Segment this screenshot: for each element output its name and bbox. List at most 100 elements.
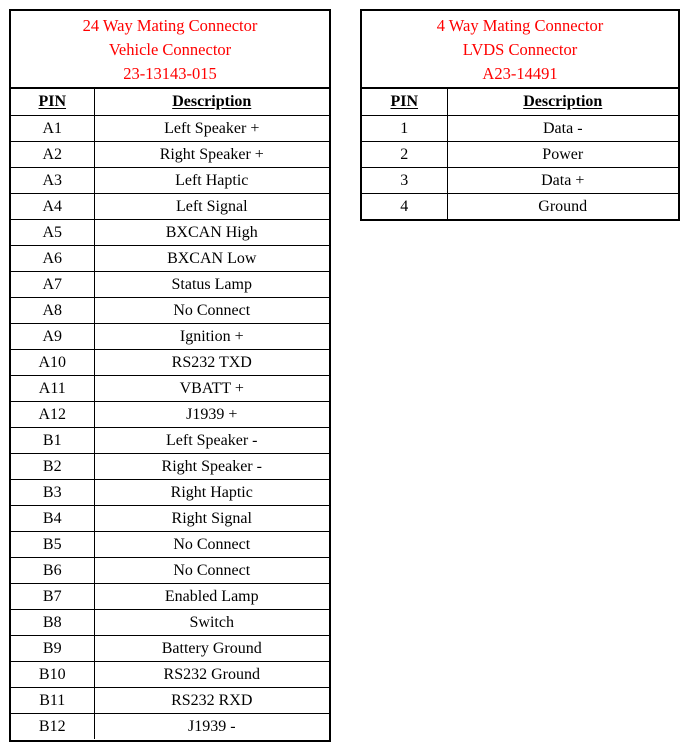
cell-description: Battery Ground	[93, 635, 329, 662]
cell-description: VBATT +	[93, 375, 329, 402]
table-row: B5 No Connect	[11, 531, 329, 558]
table-row: A3 Left Haptic	[11, 167, 329, 194]
table-row: B9 Battery Ground	[11, 635, 329, 662]
table-row: B3 Right Haptic	[11, 479, 329, 506]
table-title-line-1: 4 Way Mating Connector	[436, 16, 604, 35]
table-title-line-1: 24 Way Mating Connector	[82, 16, 258, 35]
cell-description: No Connect	[93, 557, 329, 584]
cell-pin: B1	[11, 427, 95, 454]
table-row: A5 BXCAN High	[11, 219, 329, 246]
cell-description: Right Speaker -	[93, 453, 329, 480]
table-title-line-3: 23-13143-015	[123, 64, 217, 83]
cell-description: Right Signal	[93, 505, 329, 532]
connector-table-lvds: 4 Way Mating Connector LVDS Connector A2…	[360, 9, 680, 221]
table-row: A9 Ignition +	[11, 323, 329, 350]
cell-pin: B4	[11, 505, 95, 532]
table-row: A11 VBATT +	[11, 375, 329, 402]
table-row: A10 RS232 TXD	[11, 349, 329, 376]
cell-description: Left Speaker +	[93, 115, 329, 142]
table-row: B11 RS232 RXD	[11, 687, 329, 714]
table-row: 3 Data +	[362, 167, 678, 194]
table-row: B10 RS232 Ground	[11, 661, 329, 688]
table-row: B1 Left Speaker -	[11, 427, 329, 454]
cell-pin: A1	[11, 115, 95, 142]
table-row: B4 Right Signal	[11, 505, 329, 532]
column-header-pin: PIN	[362, 89, 448, 116]
table-row: A1 Left Speaker +	[11, 115, 329, 142]
cell-pin: A8	[11, 297, 95, 324]
table-row: A6 BXCAN Low	[11, 245, 329, 272]
table-title-line-2: LVDS Connector	[462, 40, 578, 59]
cell-pin: B10	[11, 661, 95, 688]
cell-description: Left Signal	[93, 193, 329, 220]
table-row: B12 J1939 -	[11, 713, 329, 739]
table-row: 1 Data -	[362, 115, 678, 142]
cell-description: J1939 -	[93, 713, 329, 739]
table-row: A8 No Connect	[11, 297, 329, 324]
cell-pin: A6	[11, 245, 95, 272]
cell-description: Switch	[93, 609, 329, 636]
cell-pin: A4	[11, 193, 95, 220]
column-header-description: Description	[93, 89, 329, 116]
cell-description: Power	[446, 141, 678, 168]
cell-pin: 2	[362, 141, 448, 168]
cell-description: BXCAN High	[93, 219, 329, 246]
cell-pin: B6	[11, 557, 95, 584]
cell-pin: A12	[11, 401, 95, 428]
table-header-row: PIN Description	[362, 89, 678, 116]
table-row: A12 J1939 +	[11, 401, 329, 428]
table-row: 2 Power	[362, 141, 678, 168]
table-row: 4 Ground	[362, 193, 678, 219]
cell-pin: B12	[11, 713, 95, 739]
table-row: A7 Status Lamp	[11, 271, 329, 298]
table-row: B8 Switch	[11, 609, 329, 636]
cell-pin: 4	[362, 193, 448, 219]
cell-pin: B5	[11, 531, 95, 558]
cell-pin: B9	[11, 635, 95, 662]
cell-pin: A3	[11, 167, 95, 194]
cell-pin: A11	[11, 375, 95, 402]
table-title-block: 24 Way Mating Connector Vehicle Connecto…	[11, 11, 329, 89]
cell-pin: B2	[11, 453, 95, 480]
cell-description: Data +	[446, 167, 678, 194]
cell-pin: B11	[11, 687, 95, 714]
table-row: A4 Left Signal	[11, 193, 329, 220]
cell-pin: A10	[11, 349, 95, 376]
cell-pin: A9	[11, 323, 95, 350]
cell-description: RS232 RXD	[93, 687, 329, 714]
table-header-row: PIN Description	[11, 89, 329, 116]
table-title-block: 4 Way Mating Connector LVDS Connector A2…	[362, 11, 678, 89]
cell-description: No Connect	[93, 297, 329, 324]
pinout-grid: PIN Description 1 Data - 2 Power 3 Data + 4…	[362, 89, 678, 219]
cell-pin: B3	[11, 479, 95, 506]
pinout-grid: PIN Description A1 Left Speaker + A2 Right…	[11, 89, 329, 739]
cell-description: Left Haptic	[93, 167, 329, 194]
cell-pin: A7	[11, 271, 95, 298]
column-header-description: Description	[446, 89, 678, 116]
cell-description: Status Lamp	[93, 271, 329, 298]
table-row: B2 Right Speaker -	[11, 453, 329, 480]
column-header-pin: PIN	[11, 89, 95, 116]
table-row: B7 Enabled Lamp	[11, 583, 329, 610]
table-row: B6 No Connect	[11, 557, 329, 584]
cell-pin: 3	[362, 167, 448, 194]
table-title-line-2: Vehicle Connector	[108, 40, 232, 59]
cell-pin: B7	[11, 583, 95, 610]
pinout-rows-body: 1 Data - 2 Power 3 Data + 4 Ground	[362, 115, 678, 219]
cell-description: Right Haptic	[93, 479, 329, 506]
cell-description: Ignition +	[93, 323, 329, 350]
cell-description: Left Speaker -	[93, 427, 329, 454]
cell-description: J1939 +	[93, 401, 329, 428]
cell-description: Data -	[446, 115, 678, 142]
cell-description: RS232 Ground	[93, 661, 329, 688]
cell-pin: 1	[362, 115, 448, 142]
table-row: A2 Right Speaker +	[11, 141, 329, 168]
table-title-line-3: A23-14491	[482, 64, 558, 83]
connector-table-vehicle: 24 Way Mating Connector Vehicle Connecto…	[9, 9, 331, 742]
cell-pin: A2	[11, 141, 95, 168]
cell-description: Right Speaker +	[93, 141, 329, 168]
cell-description: BXCAN Low	[93, 245, 329, 272]
cell-pin: B8	[11, 609, 95, 636]
cell-description: RS232 TXD	[93, 349, 329, 376]
cell-description: No Connect	[93, 531, 329, 558]
